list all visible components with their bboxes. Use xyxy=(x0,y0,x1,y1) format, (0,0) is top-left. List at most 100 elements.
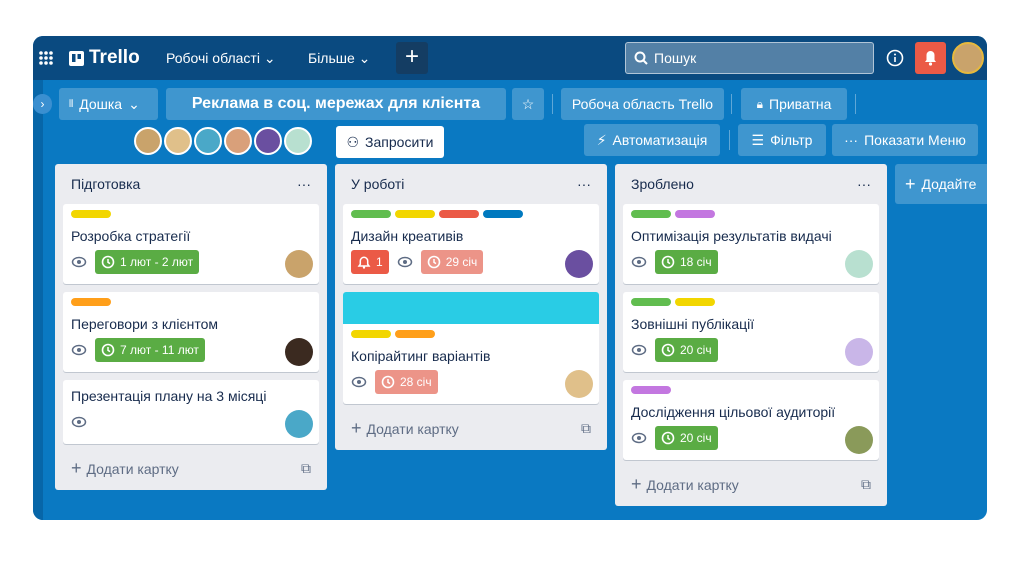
card-avatar xyxy=(565,250,593,278)
list-header: Зроблено ··· xyxy=(623,164,879,204)
card[interactable]: Зовнішні публікації 20 січ xyxy=(623,292,879,372)
clock-icon xyxy=(427,255,440,269)
label[interactable] xyxy=(351,210,391,218)
template-icon[interactable]: ⧉ xyxy=(861,475,871,492)
list-title[interactable]: Підготовка xyxy=(71,176,141,192)
label[interactable] xyxy=(351,330,391,338)
top-nav: Trello Робочі області ⌄ Більше ⌄ + Пошук xyxy=(33,36,987,80)
label[interactable] xyxy=(631,298,671,306)
sidebar-toggle[interactable]: › xyxy=(33,94,52,114)
logo-text[interactable]: Trello xyxy=(89,47,140,68)
visibility-button[interactable]: 🔒︎ Приватна xyxy=(741,88,847,120)
label[interactable] xyxy=(631,210,671,218)
list-menu[interactable]: ··· xyxy=(297,176,311,192)
automation-button[interactable]: ⚡︎ Автоматизація xyxy=(584,124,720,156)
card-badges: 1 29 січ xyxy=(351,250,591,274)
board-title[interactable]: Реклама в соц. мережах для клієнта xyxy=(166,88,506,120)
workspace-button[interactable]: Робоча область Trello xyxy=(561,88,724,120)
card[interactable]: Дослідження цільової аудиторії 20 січ xyxy=(623,380,879,460)
label[interactable] xyxy=(71,210,111,218)
due-date-badge[interactable]: 18 січ xyxy=(655,250,718,274)
notifications-button[interactable] xyxy=(915,42,946,74)
card[interactable]: Оптимізація результатів видачі 18 січ xyxy=(623,204,879,284)
add-card-button: + Додати картку xyxy=(631,474,739,495)
menu-button[interactable]: ··· Показати Меню xyxy=(832,124,978,156)
add-card-label: Додати картку xyxy=(86,460,179,477)
due-date-badge[interactable]: 20 січ xyxy=(655,338,718,362)
star-button[interactable]: ☆ xyxy=(512,88,544,120)
add-list-button[interactable]: + Додайте xyxy=(895,164,987,204)
card-avatar xyxy=(565,370,593,398)
add-card-button: + Додати картку xyxy=(71,458,179,479)
clock-icon xyxy=(101,255,115,269)
bell-icon xyxy=(357,256,371,269)
member-avatar[interactable] xyxy=(284,127,312,155)
member-avatar[interactable] xyxy=(224,127,252,155)
label[interactable] xyxy=(71,298,111,306)
card[interactable]: Переговори з клієнтом 7 лют - 11 лют xyxy=(63,292,319,372)
menu-text: Більше xyxy=(308,50,355,66)
invite-button[interactable]: ⚇ Запросити xyxy=(336,126,444,158)
clock-icon xyxy=(661,255,675,269)
label[interactable] xyxy=(675,298,715,306)
member-avatar[interactable] xyxy=(164,127,192,155)
due-date: 28 січ xyxy=(400,375,432,389)
label[interactable] xyxy=(395,210,435,218)
view-switch[interactable]: ⫴ Дошка ⌄ xyxy=(59,88,158,120)
card-body: Презентація плану на 3 місяці xyxy=(63,380,319,444)
due-date: 29 січ xyxy=(445,255,478,269)
label[interactable] xyxy=(675,210,715,218)
user-avatar[interactable] xyxy=(952,42,984,74)
filter-button[interactable]: ☰ Фільтр xyxy=(738,124,826,156)
add-card-label: Додати картку xyxy=(646,476,739,493)
member-avatar[interactable] xyxy=(134,127,162,155)
menu-text: Робочі області xyxy=(166,50,260,66)
menu-more[interactable]: Більше ⌄ xyxy=(308,50,371,66)
card[interactable]: Дизайн креативів 1 29 січ xyxy=(343,204,599,284)
add-card[interactable]: + Додати картку ⧉ xyxy=(63,452,319,484)
card-badges xyxy=(71,410,311,434)
template-icon[interactable]: ⧉ xyxy=(581,419,591,436)
list-title[interactable]: Зроблено xyxy=(631,176,694,192)
list-menu[interactable]: ··· xyxy=(857,176,871,192)
info-icon[interactable] xyxy=(886,49,904,67)
due-date-badge[interactable]: 7 лют - 11 лют xyxy=(95,338,205,362)
due-date-badge[interactable]: 20 січ xyxy=(655,426,718,450)
card-badges: 7 лют - 11 лют xyxy=(71,338,311,362)
due-date-badge[interactable]: 28 січ xyxy=(375,370,438,394)
watch-icon xyxy=(71,344,87,356)
card[interactable]: Розробка стратегії 1 лют - 2 лют xyxy=(63,204,319,284)
list: Підготовка ··· Розробка стратегії 1 лют - 2… xyxy=(55,164,327,490)
create-button[interactable]: + xyxy=(396,42,428,74)
watch-icon xyxy=(631,344,647,356)
card[interactable]: Презентація плану на 3 місяці xyxy=(63,380,319,444)
label[interactable] xyxy=(439,210,479,218)
due-date-badge[interactable]: 29 січ xyxy=(420,250,484,274)
card-title: Дослідження цільової аудиторії xyxy=(631,404,836,420)
list-header: У роботі ··· xyxy=(343,164,599,204)
card[interactable]: Копірайтинг варіантів 28 січ xyxy=(343,292,599,404)
member-avatar[interactable] xyxy=(254,127,282,155)
card-badges: 1 лют - 2 лют xyxy=(71,250,311,274)
list-menu[interactable]: ··· xyxy=(577,176,591,192)
view-label: Дошка xyxy=(79,96,123,112)
add-card[interactable]: + Додати картку ⧉ xyxy=(343,412,599,444)
apps-icon[interactable] xyxy=(39,51,53,65)
card-badges: 18 січ xyxy=(631,250,871,274)
card-title: Переговори з клієнтом xyxy=(71,316,218,332)
list-title[interactable]: У роботі xyxy=(351,176,405,192)
card-labels xyxy=(631,386,871,394)
card-badges: 28 січ xyxy=(351,370,591,394)
add-card-button: + Додати картку xyxy=(351,418,459,439)
template-icon[interactable]: ⧉ xyxy=(301,459,311,476)
member-avatar[interactable] xyxy=(194,127,222,155)
label[interactable] xyxy=(395,330,435,338)
add-card[interactable]: + Додати картку ⧉ xyxy=(623,468,879,500)
label[interactable] xyxy=(483,210,523,218)
card-avatar xyxy=(845,426,873,454)
label[interactable] xyxy=(631,386,671,394)
due-date-badge[interactable]: 1 лют - 2 лют xyxy=(95,250,200,274)
search-box[interactable]: Пошук xyxy=(625,42,874,74)
menu-workspaces[interactable]: Робочі області ⌄ xyxy=(166,50,276,66)
